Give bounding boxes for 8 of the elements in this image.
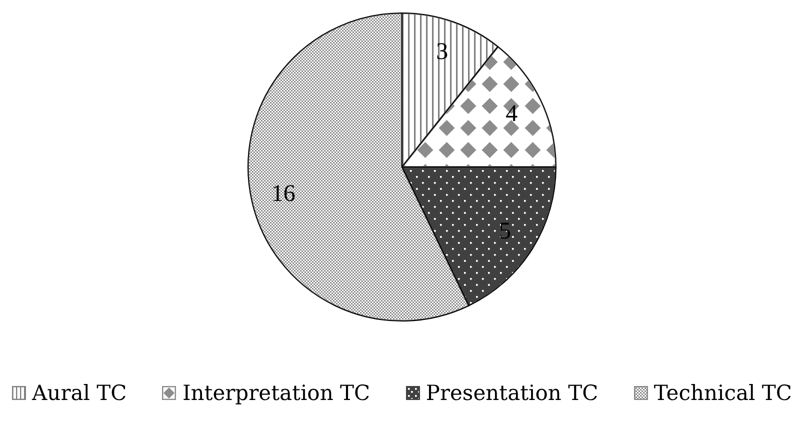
legend-label: Aural TC — [32, 381, 127, 405]
legend-label: Technical TC — [654, 381, 792, 405]
data-label: 3 — [436, 39, 448, 66]
legend-label: Presentation TC — [426, 381, 598, 405]
data-label: 5 — [499, 218, 512, 245]
data-label: 16 — [271, 181, 296, 208]
legend-label: Interpretation TC — [182, 381, 370, 405]
data-label: 4 — [506, 101, 518, 128]
